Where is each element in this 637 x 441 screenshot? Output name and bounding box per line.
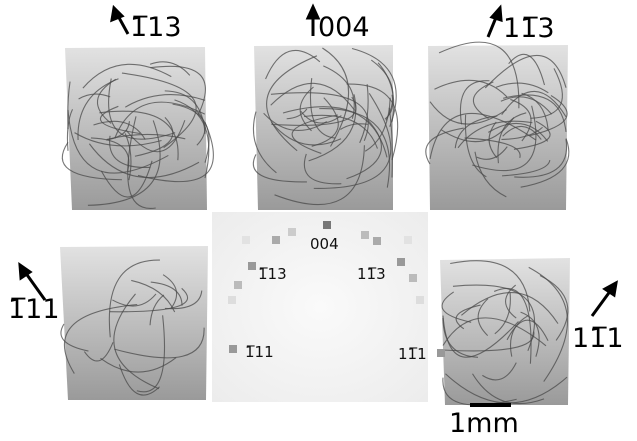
spot [404,236,412,244]
spot [229,345,237,353]
spot-label: 004 [310,235,339,253]
arrow-head [605,283,616,295]
arrow-head [308,7,318,18]
topograph [440,258,570,405]
spot [242,236,250,244]
reflection-label: 004 [318,12,370,43]
reflection-label: 11̅1 [572,323,624,354]
spot-label: 11̅3 [357,265,386,283]
reflection-label: 11̅3 [503,13,555,44]
reflection-label: 1̅11 [8,294,60,325]
spot [248,262,256,270]
spot [288,228,296,236]
spot [228,296,236,304]
spot [409,274,417,282]
arrow [592,290,611,316]
spot [397,258,405,266]
spot [373,237,381,245]
spot-label: 1̅13 [258,265,287,283]
arrow-head [492,8,501,20]
reflection-label: 1̅13 [130,12,182,43]
spot-label: 1̅11 [245,343,274,361]
spot [361,231,369,239]
spot [272,236,280,244]
scale-label: 1mm [449,408,519,439]
spot [416,296,424,304]
spot-label: 11̅1 [398,345,427,363]
figure: 1̅13 004 11̅3 1̅11 11̅1 1mm 004 1̅13 11̅… [0,0,637,441]
topograph [60,246,208,400]
spot [234,281,242,289]
spot [323,221,331,229]
arrow-head [112,8,122,20]
spot [437,349,445,357]
